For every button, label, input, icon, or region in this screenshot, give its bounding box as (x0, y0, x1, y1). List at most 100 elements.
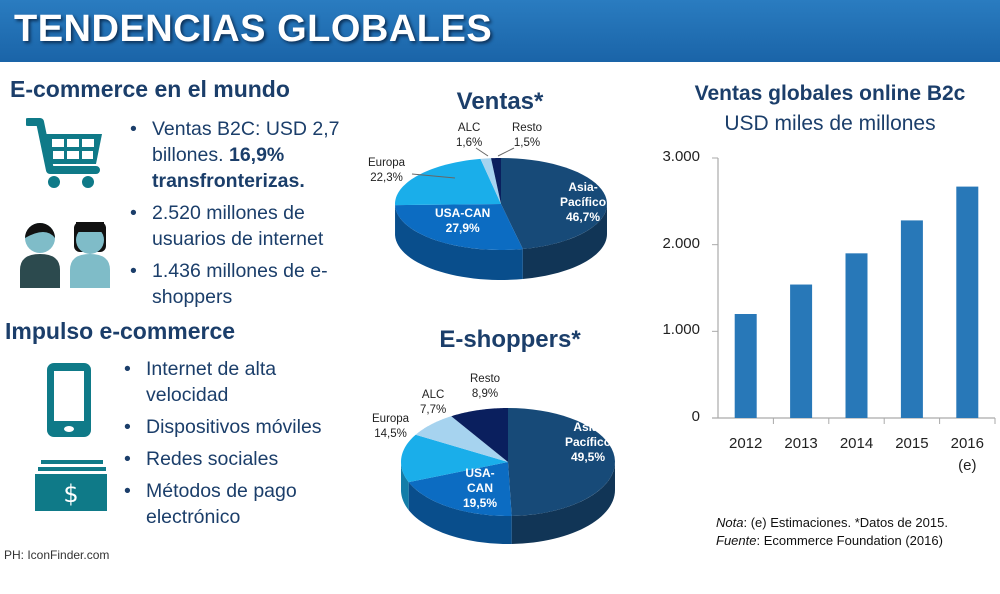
image-credit: PH: IconFinder.com (4, 548, 110, 562)
pie-slice-asiapacfico (501, 158, 607, 250)
bar-2012 (734, 314, 757, 418)
pie-slice-side (408, 482, 512, 544)
pie-slice-europa (395, 158, 501, 206)
pie-label: Europa 14,5% (372, 412, 409, 442)
bullet-ventas: Ventas B2C: USD 2,7 billones. 16,9% tran… (130, 116, 350, 194)
pie-eshoppers-title: E-shoppers* (439, 326, 581, 353)
pie-label: USA- CAN 19,5% (463, 466, 497, 511)
pie-slice-alc (415, 416, 508, 462)
category-label: 2014 (839, 435, 874, 452)
pie-label-name: Europa (368, 157, 406, 169)
bar-2015 (900, 220, 923, 418)
svg-text:$: $ (63, 480, 78, 508)
bullet-usuarios: 2.520 millones de usuarios de internet (130, 200, 350, 252)
leader-line (475, 147, 489, 157)
leader-line (411, 173, 456, 179)
pie-label-value: 1,5% (513, 137, 541, 149)
bar-2014 (845, 253, 868, 418)
bullet-moviles: Dispositivos móviles (124, 414, 354, 440)
smartphone-icon (47, 363, 91, 437)
bar-2013 (790, 284, 813, 418)
x-tick-label: 2012 (716, 433, 776, 455)
pie-slice-side (511, 462, 615, 544)
pie-slice-asiapacfico (508, 408, 615, 516)
note-line: Nota: (e) Estimaciones. *Datos de 2015. (716, 514, 948, 532)
bullet-internet: Internet de alta velocidad (124, 356, 354, 408)
pie-label-name: USA- (465, 466, 495, 480)
bullet-redes: Redes sociales (124, 446, 354, 472)
pie-label: Resto 1,5% (512, 121, 542, 151)
category-label: 2012 (729, 435, 763, 452)
pie-label-name: USA-CAN (435, 206, 491, 220)
source-line: Fuente: Ecommerce Foundation (2016) (716, 532, 948, 550)
pie-label: ALC 1,6% (456, 121, 482, 151)
pie-label-name: Resto (470, 373, 501, 385)
category-label: 2016 (950, 435, 984, 452)
pie-slice-usacan (408, 462, 512, 516)
shopping-cart-icon (26, 118, 102, 188)
header-bar: TENDENCIAS GLOBALES (0, 0, 1000, 62)
section-title-impulso: Impulso e-commerce (5, 318, 236, 344)
leader-line (497, 147, 515, 157)
bar-chart-title: Ventas globales online B2c (694, 82, 966, 105)
x-tick-label: 2014 (827, 433, 887, 455)
y-tick-label: 3.000 (662, 148, 700, 165)
pie-slice-europa (401, 434, 508, 483)
pie-label: USA-CAN 27,9% (435, 206, 490, 236)
source-text: : Ecommerce Foundation (2016) (756, 533, 943, 548)
source-label: Fuente (716, 533, 757, 548)
pie-label: Europa 22,3% (368, 156, 405, 186)
pie-label-value: 19,5% (463, 496, 498, 510)
y-tick-label: 1.000 (662, 321, 700, 339)
source-notes: Nota: (e) Estimaciones. *Datos de 2015. … (716, 514, 948, 550)
pie-label-value: 22,3% (370, 172, 403, 184)
pie-label-value: 14,5% (374, 428, 407, 440)
pie-label-name: Resto (512, 122, 543, 134)
pie-label-name: Pacífico (560, 195, 607, 209)
pie-ventas-title: Ventas* (456, 88, 544, 115)
note-text: : (e) Estimaciones. *Datos de 2015. (743, 515, 948, 530)
x-tick-label: 2013 (771, 433, 831, 455)
pie-slice-usacan (395, 204, 523, 250)
category-label: 2013 (784, 435, 818, 452)
pie-label-value: 46,7% (566, 210, 601, 224)
impulso-bullets: Internet de alta velocidad Dispositivos … (124, 356, 354, 536)
pie-label-name: CAN (467, 481, 494, 495)
pie-slice-alc (480, 158, 501, 204)
pie-slice-resto (451, 408, 508, 462)
category-note: (e) (958, 457, 977, 474)
pie-label-name: Asia- (573, 420, 603, 434)
pie-label: Resto 8,9% (470, 372, 500, 402)
pie-label: Asia- Pacífico 46,7% (560, 180, 606, 225)
pie-label-name: ALC (421, 389, 445, 401)
pie-label-value: 1,6% (456, 137, 483, 149)
category-label: 2015 (895, 435, 929, 452)
money-icon: $ (35, 460, 107, 511)
x-tick-label: 2015 (882, 433, 942, 455)
y-tick-label: 2.000 (662, 234, 700, 252)
bar-chart-subtitle: USD miles de millones (724, 112, 936, 135)
pie-slice-side (522, 204, 607, 280)
pie-label: Asia- Pacífico 49,5% (565, 420, 611, 465)
bullet-eshoppers: 1.436 millones de e-shoppers (130, 258, 350, 310)
pie-label-value: 49,5% (571, 450, 606, 464)
bar-2016 (956, 186, 979, 418)
pie-slice-side (401, 462, 409, 511)
y-tick-label: 0 (691, 408, 700, 425)
bullet-pagos: Métodos de pago electrónico (124, 478, 354, 530)
pie-label-value: 7,7% (420, 404, 447, 416)
bullet-text: Ventas B2C: USD 2,7 billones. (152, 118, 340, 166)
pie-label-name: Asia- (568, 180, 598, 194)
section-title-ecommerce: E-commerce en el mundo (10, 76, 290, 102)
pie-label: ALC 7,7% (420, 388, 446, 418)
pie-label-name: Europa (372, 413, 410, 425)
x-tick-label: 2016 (e) (937, 433, 997, 477)
pie-label-name: Pacífico (565, 435, 612, 449)
pie-label-value: 27,9% (445, 221, 480, 235)
ecommerce-bullets: Ventas B2C: USD 2,7 billones. 16,9% tran… (130, 116, 350, 316)
pie-label-name: ALC (457, 122, 481, 134)
users-icon (20, 222, 110, 288)
bullet-bold: 16,9% transfronterizas. (152, 144, 305, 192)
